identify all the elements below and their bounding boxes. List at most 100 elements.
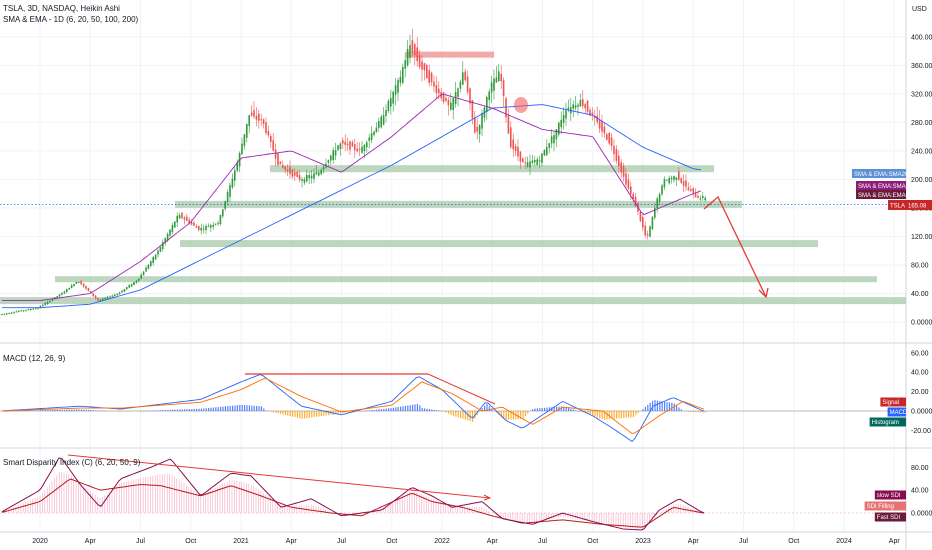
macd-histogram-bar bbox=[186, 409, 188, 411]
macd-histogram-bar bbox=[313, 411, 315, 418]
macd-histogram-bar bbox=[248, 405, 250, 411]
macd-histogram-bar bbox=[366, 410, 368, 412]
candle-body bbox=[630, 186, 632, 194]
sdi-tag-label: SDI Filling bbox=[867, 504, 894, 510]
macd-histogram-bar bbox=[529, 411, 531, 412]
candle-body bbox=[469, 88, 471, 104]
candle-body bbox=[15, 311, 18, 313]
candle-body bbox=[330, 155, 332, 161]
macd-histogram-bar bbox=[268, 411, 270, 412]
ma-tag-label: SMA & EMA:EMA6 bbox=[858, 193, 910, 199]
candle-body bbox=[277, 153, 279, 165]
macd-histogram-bar bbox=[484, 405, 486, 411]
macd-histogram-bar bbox=[359, 411, 361, 412]
macd-histogram-bar bbox=[236, 405, 238, 411]
macd-histogram-bar bbox=[347, 411, 349, 413]
candle-body bbox=[258, 113, 260, 121]
macd-histogram-bar bbox=[217, 407, 219, 411]
candle-body bbox=[142, 271, 145, 276]
macd-histogram-bar bbox=[421, 407, 423, 411]
macd-histogram-bar bbox=[44, 410, 46, 411]
macd-histogram-bar bbox=[181, 409, 183, 411]
candle-body bbox=[378, 120, 380, 128]
candle-body bbox=[8, 313, 10, 315]
candle-body bbox=[56, 296, 58, 299]
macd-histogram-bar bbox=[628, 411, 630, 418]
candle-body bbox=[109, 296, 111, 298]
ma-line-sma200 bbox=[2, 104, 702, 309]
drawing-annotations bbox=[0, 97, 906, 299]
candle-body bbox=[632, 193, 634, 200]
macd-histogram-bar bbox=[695, 411, 697, 413]
macd-histogram-bar bbox=[472, 411, 474, 422]
candle-body bbox=[462, 72, 464, 85]
time-tick-label: Jul bbox=[739, 538, 748, 545]
candle-body bbox=[106, 296, 109, 299]
ma-tag-bg bbox=[852, 169, 906, 178]
macd-histogram-bar bbox=[208, 407, 210, 411]
macd-histogram-bar bbox=[431, 409, 433, 411]
macd-histogram-bar bbox=[640, 411, 642, 412]
macd-histogram-bar bbox=[668, 402, 670, 411]
macd-histogram-bar bbox=[493, 410, 495, 412]
time-tick-label: Oct bbox=[185, 538, 196, 545]
macd-histogram-bar bbox=[316, 411, 318, 417]
candle-body bbox=[178, 215, 181, 219]
candle-body bbox=[58, 294, 61, 297]
candle-body bbox=[123, 288, 126, 292]
candle-body bbox=[308, 175, 310, 179]
candle-body bbox=[512, 139, 514, 150]
macd-histogram-bar bbox=[212, 407, 214, 411]
candle-body bbox=[586, 100, 589, 112]
candle-body bbox=[646, 233, 649, 236]
macd-histogram-bar bbox=[452, 411, 454, 416]
candle-body bbox=[402, 67, 404, 83]
macd-histogram-bar bbox=[450, 411, 452, 415]
macd-histogram-bar bbox=[656, 400, 658, 411]
candle-body bbox=[565, 110, 567, 119]
macd-histogram-bar bbox=[642, 409, 644, 411]
macd-histogram-bar bbox=[616, 411, 618, 419]
candle-body bbox=[608, 133, 610, 144]
macd-histogram-bar bbox=[294, 411, 296, 418]
candle-body bbox=[579, 100, 582, 107]
macd-histogram-bar bbox=[253, 405, 255, 411]
macd-histogram-bar bbox=[455, 411, 457, 417]
candle-body bbox=[406, 48, 409, 66]
sdi-trendline bbox=[67, 454, 491, 499]
macd-histogram-bar bbox=[114, 411, 116, 412]
macd-histogram-bar bbox=[568, 408, 570, 411]
macd-histogram-bar bbox=[88, 409, 90, 411]
macd-tick-label: 20.00 bbox=[911, 389, 929, 396]
macd-tick-label: 0.0000 bbox=[911, 409, 932, 416]
candle-body bbox=[682, 180, 685, 186]
last-price-tag-bg bbox=[906, 200, 932, 210]
candle-body bbox=[589, 109, 591, 116]
candle-body bbox=[90, 291, 92, 294]
macd-histogram-bar bbox=[464, 411, 466, 420]
macd-histogram-bar bbox=[606, 411, 608, 420]
candle-body bbox=[222, 209, 224, 217]
candle-body bbox=[25, 309, 27, 311]
candle-body bbox=[558, 122, 560, 135]
macd-histogram-bar bbox=[260, 406, 262, 411]
macd-histogram-bar bbox=[184, 409, 186, 411]
macd-histogram-bar bbox=[512, 411, 514, 420]
macd-histogram-bar bbox=[520, 411, 522, 419]
support-zone bbox=[55, 276, 877, 283]
sdi-title: Smart Disparity Index (C) (6, 20, 50, 9) bbox=[3, 458, 141, 467]
candle-body bbox=[478, 125, 481, 135]
support-zone bbox=[270, 165, 714, 173]
candle-body bbox=[34, 308, 37, 310]
macd-histogram-bar bbox=[700, 411, 702, 413]
candle-body bbox=[1, 314, 3, 316]
candle-body bbox=[111, 295, 114, 297]
macd-histogram-bar bbox=[390, 408, 392, 411]
macd-histogram-bar bbox=[508, 411, 510, 420]
macd-histogram-bar bbox=[637, 411, 639, 414]
macd-histogram-bar bbox=[678, 407, 680, 411]
candle-body bbox=[514, 145, 517, 151]
macd-histogram-bar bbox=[409, 405, 411, 411]
price-tick-label: 400.00 bbox=[911, 34, 932, 41]
